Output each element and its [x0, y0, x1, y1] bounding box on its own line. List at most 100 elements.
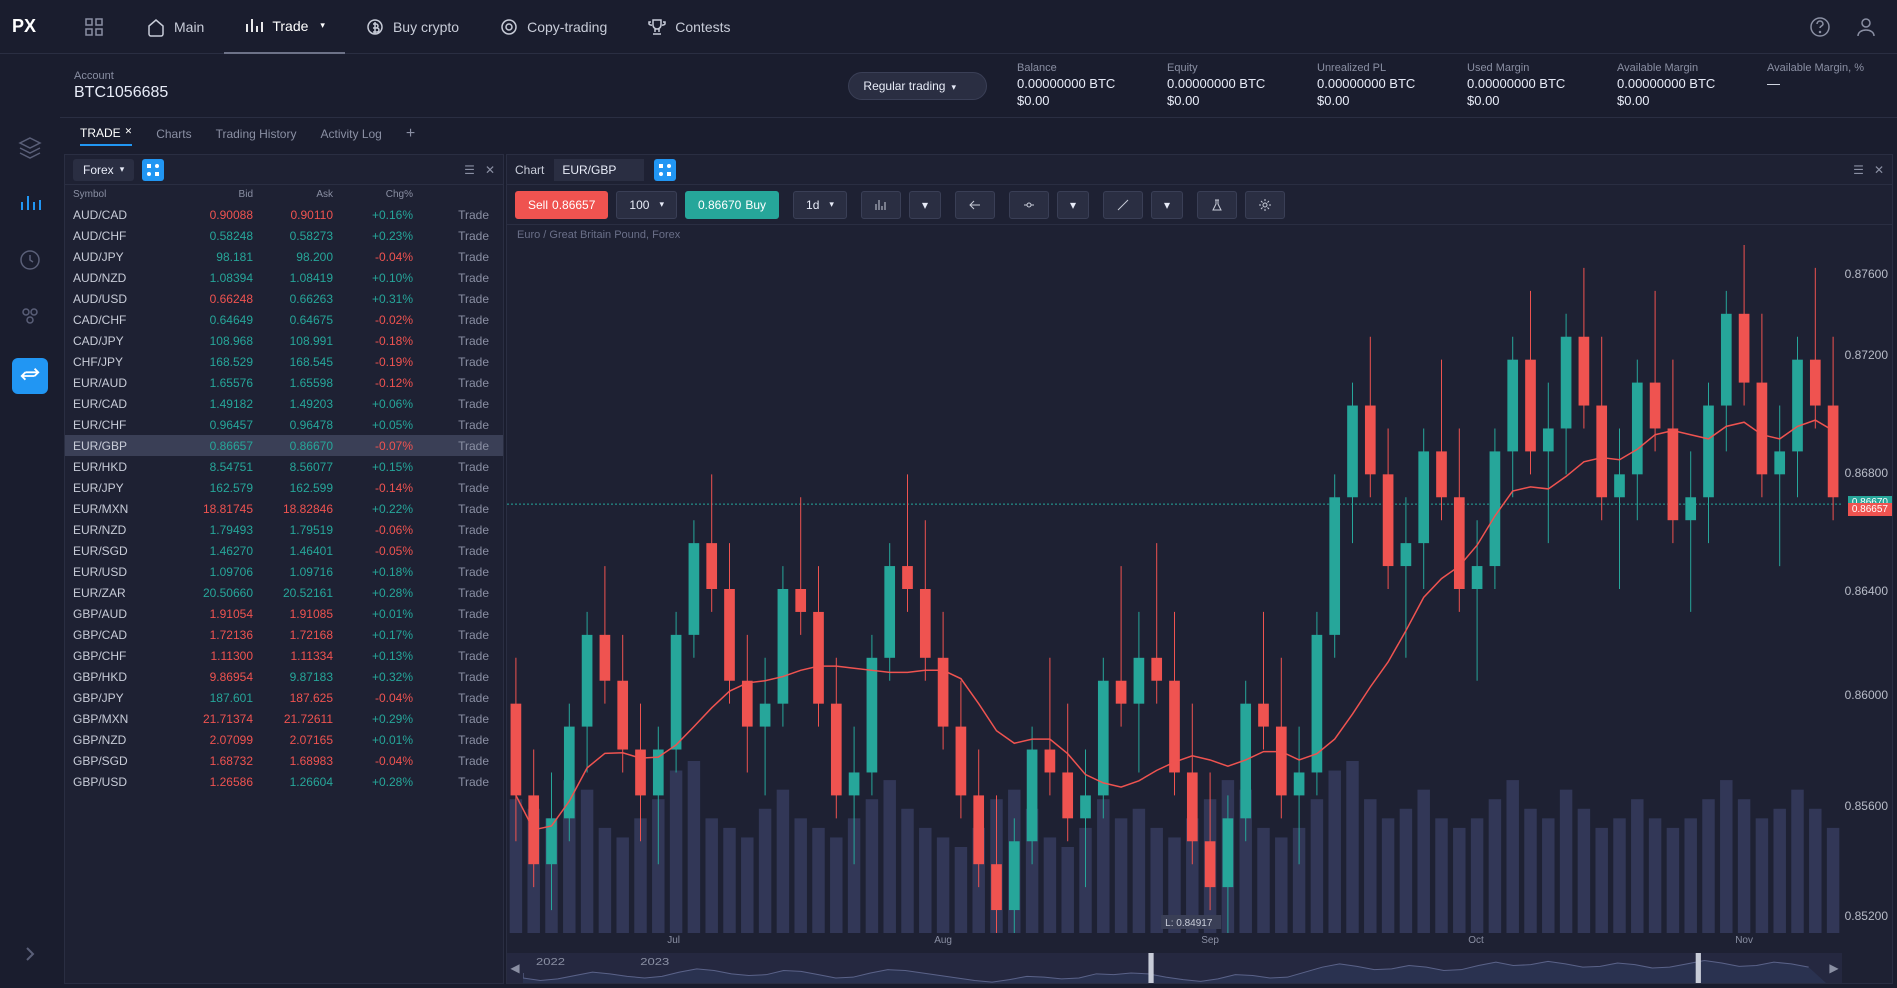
trade-button[interactable]: Trade — [413, 607, 495, 621]
indicators-button[interactable] — [861, 191, 901, 219]
community-icon[interactable] — [16, 302, 44, 330]
account-id[interactable]: BTC1056685 — [74, 84, 168, 102]
watchlist-row[interactable]: EUR/NZD1.794931.79519-0.06%Trade — [65, 519, 503, 540]
chart-type-drop[interactable]: ▾ — [1057, 191, 1089, 219]
trade-button[interactable]: Trade — [413, 565, 495, 579]
watchlist-row[interactable]: EUR/SGD1.462701.46401-0.05%Trade — [65, 540, 503, 561]
trade-button[interactable]: Trade — [413, 670, 495, 684]
sell-button[interactable]: Sell 0.86657 — [515, 191, 608, 219]
trade-button[interactable]: Trade — [413, 502, 495, 516]
trade-mode-select[interactable]: Regular trading — [848, 72, 987, 100]
pair-input[interactable] — [554, 159, 644, 181]
watchlist-row[interactable]: GBP/NZD2.070992.07165+0.01%Trade — [65, 729, 503, 750]
watchlist-row[interactable]: CAD/CHF0.646490.64675-0.02%Trade — [65, 309, 503, 330]
mini-left-icon[interactable]: ◀ — [507, 961, 523, 975]
indicators-drop[interactable]: ▾ — [909, 191, 941, 219]
chart-close-icon[interactable]: ✕ — [1874, 163, 1884, 177]
interval-select[interactable]: 1d — [793, 191, 847, 219]
watchlist-row[interactable]: EUR/MXN18.8174518.82846+0.22%Trade — [65, 498, 503, 519]
trade-button[interactable]: Trade — [413, 733, 495, 747]
subtab-trading-history[interactable]: Trading History — [216, 123, 297, 145]
trade-button[interactable]: Trade — [413, 313, 495, 327]
trade-button[interactable]: Trade — [413, 691, 495, 705]
watchlist-row[interactable]: EUR/AUD1.655761.65598-0.12%Trade — [65, 372, 503, 393]
trade-button[interactable]: Trade — [413, 775, 495, 789]
compare-button[interactable] — [955, 191, 995, 219]
trade-button[interactable]: Trade — [413, 523, 495, 537]
watchlist-row[interactable]: AUD/CAD0.900880.90110+0.16%Trade — [65, 204, 503, 225]
watchlist-row[interactable]: EUR/CHF0.964570.96478+0.05%Trade — [65, 414, 503, 435]
watchlist-row[interactable]: CHF/JPY168.529168.545-0.19%Trade — [65, 351, 503, 372]
expand-icon[interactable] — [16, 940, 44, 968]
trade-button[interactable]: Trade — [413, 460, 495, 474]
filter-icon[interactable] — [142, 159, 164, 181]
apps-icon[interactable] — [80, 13, 108, 41]
settings-button[interactable] — [1245, 191, 1285, 219]
trade-button[interactable]: Trade — [413, 271, 495, 285]
watchlist-row[interactable]: AUD/USD0.662480.66263+0.31%Trade — [65, 288, 503, 309]
trade-button[interactable]: Trade — [413, 355, 495, 369]
trade-button[interactable]: Trade — [413, 397, 495, 411]
user-icon[interactable] — [1855, 16, 1877, 38]
trade-button[interactable]: Trade — [413, 586, 495, 600]
buy-button[interactable]: 0.86670 Buy — [685, 191, 779, 219]
subtab-trade[interactable]: TRADE✕ — [80, 122, 132, 146]
watchlist-row[interactable]: GBP/HKD9.869549.87183+0.32%Trade — [65, 666, 503, 687]
chart-bars-icon[interactable] — [16, 190, 44, 218]
watchlist-row[interactable]: GBP/USD1.265861.26604+0.28%Trade — [65, 771, 503, 792]
trade-button[interactable]: Trade — [413, 208, 495, 222]
logo[interactable]: PX — [12, 12, 62, 42]
qty-input[interactable]: 100 — [616, 191, 677, 219]
mini-chart[interactable]: ◀ 20222023 ▶ — [507, 953, 1842, 983]
nav-main[interactable]: Main — [126, 0, 224, 54]
chart-menu-icon[interactable]: ☰ — [1853, 163, 1864, 177]
watchlist-row[interactable]: GBP/JPY187.601187.625-0.04%Trade — [65, 687, 503, 708]
watchlist-row[interactable]: GBP/CHF1.113001.11334+0.13%Trade — [65, 645, 503, 666]
subtab-activity-log[interactable]: Activity Log — [320, 123, 381, 145]
watchlist-row[interactable]: CAD/JPY108.968108.991-0.18%Trade — [65, 330, 503, 351]
clock-icon[interactable] — [16, 246, 44, 274]
watchlist-row[interactable]: AUD/JPY98.18198.200-0.04%Trade — [65, 246, 503, 267]
trade-button[interactable]: Trade — [413, 712, 495, 726]
watchlist-row[interactable]: AUD/NZD1.083941.08419+0.10%Trade — [65, 267, 503, 288]
watchlist-row[interactable]: AUD/CHF0.582480.58273+0.23%Trade — [65, 225, 503, 246]
add-tab-button[interactable]: + — [406, 121, 415, 147]
nav-contests[interactable]: Contests — [627, 0, 750, 54]
watchlist-row[interactable]: EUR/HKD8.547518.56077+0.15%Trade — [65, 456, 503, 477]
trade-button[interactable]: Trade — [413, 376, 495, 390]
mini-right-icon[interactable]: ▶ — [1826, 961, 1842, 975]
trade-button[interactable]: Trade — [413, 418, 495, 432]
trade-button[interactable]: Trade — [413, 649, 495, 663]
trade-button[interactable]: Trade — [413, 229, 495, 243]
trade-button[interactable]: Trade — [413, 544, 495, 558]
trade-button[interactable]: Trade — [413, 334, 495, 348]
trade-button[interactable]: Trade — [413, 628, 495, 642]
watchlist-row[interactable]: EUR/USD1.097061.09716+0.18%Trade — [65, 561, 503, 582]
watchlist-row[interactable]: GBP/AUD1.910541.91085+0.01%Trade — [65, 603, 503, 624]
trade-button[interactable]: Trade — [413, 481, 495, 495]
drawing-drop[interactable]: ▾ — [1151, 191, 1183, 219]
watchlist-row[interactable]: GBP/SGD1.687321.68983-0.04%Trade — [65, 750, 503, 771]
help-icon[interactable] — [1809, 16, 1831, 38]
trade-button[interactable]: Trade — [413, 250, 495, 264]
category-select[interactable]: Forex▾ — [73, 159, 134, 181]
chart-area[interactable]: L: 0.84917 0.876000.872000.868000.866700… — [507, 245, 1892, 983]
subtab-charts[interactable]: Charts — [156, 123, 191, 145]
drawing-button[interactable] — [1103, 191, 1143, 219]
nav-trade[interactable]: Trade▾ — [224, 0, 345, 54]
nav-copy-trading[interactable]: Copy-trading — [479, 0, 627, 54]
trade-button[interactable]: Trade — [413, 439, 495, 453]
flask-button[interactable] — [1197, 191, 1237, 219]
close-icon[interactable]: ✕ — [485, 163, 495, 177]
trade-button[interactable]: Trade — [413, 292, 495, 306]
watchlist-row[interactable]: GBP/MXN21.7137421.72611+0.29%Trade — [65, 708, 503, 729]
watchlist-row[interactable]: GBP/CAD1.721361.72168+0.17%Trade — [65, 624, 503, 645]
chart-filter-icon[interactable] — [654, 159, 676, 181]
watchlist-row[interactable]: EUR/ZAR20.5066020.52161+0.28%Trade — [65, 582, 503, 603]
layers-icon[interactable] — [16, 134, 44, 162]
menu-icon[interactable]: ☰ — [464, 163, 475, 177]
transfer-icon[interactable] — [12, 358, 48, 394]
watchlist-row[interactable]: EUR/CAD1.491821.49203+0.06%Trade — [65, 393, 503, 414]
watchlist-row[interactable]: EUR/GBP0.866570.86670-0.07%Trade — [65, 435, 503, 456]
trade-button[interactable]: Trade — [413, 754, 495, 768]
